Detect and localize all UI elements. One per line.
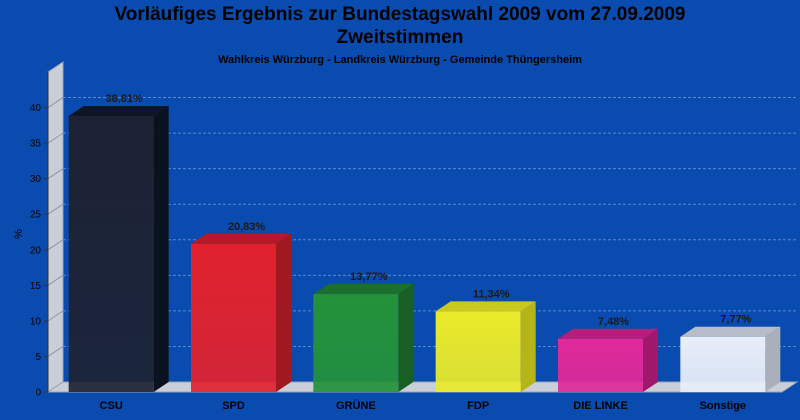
y-tick-label: 25 (30, 210, 42, 221)
data-label: 13,77% (350, 271, 388, 283)
bar (435, 311, 521, 392)
bar (313, 294, 399, 392)
gridline-wall (47, 346, 64, 357)
bar-top (68, 106, 169, 117)
gridline-wall (47, 168, 64, 180)
bar-top (435, 301, 536, 312)
gridline-wall (47, 97, 64, 108)
gridline-wall (47, 310, 64, 322)
x-tick-label: GRÜNE (336, 399, 376, 412)
y-tick-label: 30 (30, 174, 42, 185)
x-tick-label: Sonstige (700, 400, 746, 412)
gridline-wall (47, 203, 64, 215)
bar-side (765, 326, 781, 392)
y-axis-label: % (13, 229, 25, 239)
bar-side (520, 301, 536, 392)
gridline-wall (47, 132, 64, 144)
y-tick-label: 15 (30, 281, 42, 292)
x-tick-label: CSU (100, 400, 123, 412)
data-label: 7,77% (720, 314, 751, 326)
bar-side (276, 233, 291, 392)
y-tick-label: 10 (30, 316, 42, 327)
chart-title-line2: Zweitstimmen (336, 27, 464, 48)
bar (558, 338, 643, 392)
y-tick-label: 0 (35, 388, 41, 399)
y-tick-label: 40 (30, 103, 42, 114)
data-label: 11,34% (473, 288, 510, 300)
x-tick-label: FDP (467, 400, 489, 412)
chart-title: Vorläufiges Ergebnis zur Bundestagswahl … (114, 4, 686, 25)
gridline-wall (47, 239, 64, 251)
bar (191, 243, 276, 392)
data-label: 20,83% (228, 221, 266, 233)
y-tick-label: 5 (35, 352, 41, 363)
bar-side (398, 284, 414, 392)
chart-subtitle: Wahlkreis Würzburg - Landkreis Würzburg … (218, 54, 582, 66)
bar-side (643, 328, 658, 392)
bar (680, 336, 766, 392)
bar-top (680, 326, 781, 337)
bar-side (153, 106, 169, 393)
data-label: 7,48% (598, 316, 629, 328)
x-tick-label: SPD (222, 400, 245, 412)
data-label: 38,81% (106, 93, 144, 105)
bar-top (313, 284, 414, 295)
y-tick-label: 20 (30, 245, 42, 256)
bar-top (558, 328, 658, 339)
x-tick-label: DIE LINKE (573, 400, 627, 412)
bar-top (191, 233, 291, 244)
left-wall (47, 61, 64, 393)
bar (68, 116, 154, 393)
y-tick-label: 35 (30, 139, 42, 150)
gridline-wall (47, 274, 64, 286)
